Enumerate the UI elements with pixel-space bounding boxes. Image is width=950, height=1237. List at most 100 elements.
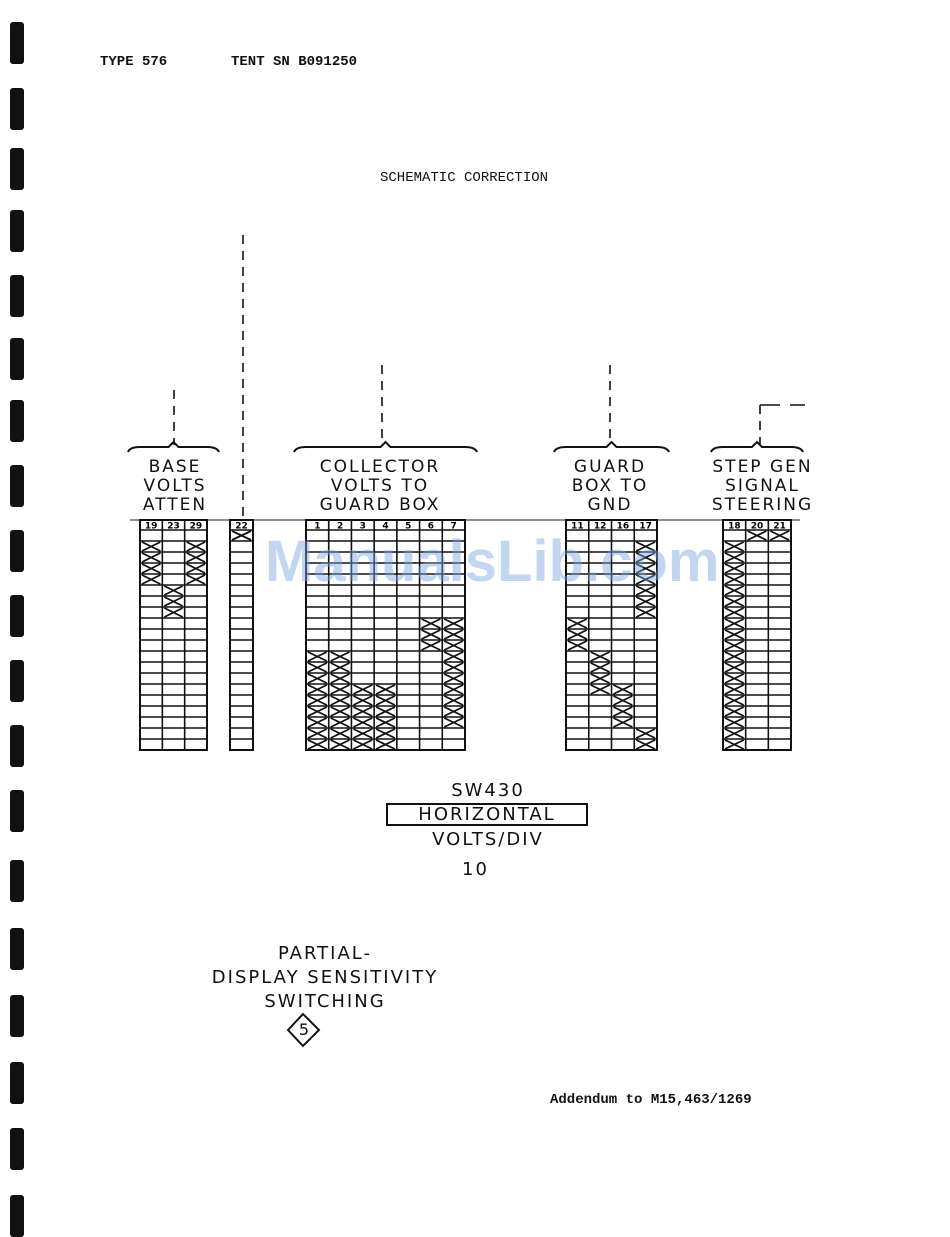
label-line: BOX TO xyxy=(571,476,649,496)
closed-contact-x xyxy=(724,651,745,662)
label-line: VOLTS TO xyxy=(330,476,430,496)
closed-contact-x xyxy=(421,629,441,640)
closed-contact-x xyxy=(421,640,441,651)
closed-contact-x xyxy=(635,728,656,739)
switch-setting: 10 xyxy=(462,859,489,880)
closed-contact-x xyxy=(724,739,745,750)
closed-contact-x xyxy=(443,717,464,728)
contact-number: 17 xyxy=(639,522,652,532)
contact-number: 19 xyxy=(145,522,158,532)
closed-contact-x xyxy=(724,706,745,717)
group-brace xyxy=(293,440,478,453)
label-line: ATTEN xyxy=(142,495,208,515)
closed-contact-x xyxy=(163,596,184,607)
closed-contact-x xyxy=(724,552,745,563)
closed-contact-x xyxy=(443,629,464,640)
closed-contact-x xyxy=(307,695,328,706)
closed-contact-x xyxy=(353,739,373,750)
label-line: STEERING xyxy=(711,495,814,515)
closed-contact-x xyxy=(635,607,656,618)
label-line: BASE xyxy=(148,457,202,477)
closed-contact-x xyxy=(724,728,745,739)
closed-contact-x xyxy=(330,684,350,695)
closed-contact-x xyxy=(307,706,328,717)
closed-contact-x xyxy=(724,684,745,695)
binder-hole xyxy=(10,338,24,380)
contact-number: 1 xyxy=(314,522,320,532)
binder-hole xyxy=(10,1128,24,1170)
closed-contact-x xyxy=(567,640,588,651)
binder-hole xyxy=(10,22,24,64)
closed-contact-x xyxy=(231,530,252,541)
instrument-type: TYPE 576 xyxy=(100,54,168,70)
binder-hole xyxy=(10,660,24,702)
closed-contact-x xyxy=(163,607,184,618)
label-line: STEP GEN xyxy=(712,457,813,477)
closed-contact-x xyxy=(724,673,745,684)
closed-contact-x xyxy=(353,695,373,706)
group-label-base-volts: BASE VOLTS ATTEN xyxy=(120,458,230,515)
closed-contact-x xyxy=(353,717,373,728)
contact-number: 21 xyxy=(773,522,786,532)
closed-contact-x xyxy=(724,695,745,706)
closed-contact-x xyxy=(747,530,767,541)
caption-line: PARTIAL- xyxy=(277,943,373,964)
closed-contact-x xyxy=(353,684,373,695)
contact-number: 20 xyxy=(751,522,764,532)
closed-contact-x xyxy=(613,684,633,695)
serial-number: TENT SN B091250 xyxy=(231,54,358,70)
closed-contact-x xyxy=(421,618,441,629)
closed-contact-x xyxy=(724,662,745,673)
closed-contact-x xyxy=(307,684,328,695)
closed-contact-x xyxy=(724,585,745,596)
caption-line: SWITCHING xyxy=(264,991,386,1012)
contact-group-frame xyxy=(139,519,208,751)
contact-number: 18 xyxy=(728,522,741,532)
closed-contact-x xyxy=(443,640,464,651)
closed-contact-x xyxy=(307,651,328,662)
binder-hole xyxy=(10,88,24,130)
closed-contact-x xyxy=(635,541,656,552)
contact-number: 3 xyxy=(360,522,366,532)
closed-contact-x xyxy=(307,673,328,684)
closed-contact-x xyxy=(186,552,206,563)
label-line: VOLTS xyxy=(143,476,207,496)
closed-contact-x xyxy=(567,618,588,629)
contact-number: 29 xyxy=(190,522,203,532)
closed-contact-x xyxy=(141,552,161,563)
closed-contact-x xyxy=(724,574,745,585)
closed-contact-x xyxy=(330,651,350,662)
closed-contact-x xyxy=(635,585,656,596)
switch-name: HORIZONTAL xyxy=(386,803,588,826)
closed-contact-x xyxy=(307,717,328,728)
closed-contact-x xyxy=(635,552,656,563)
group-label-step-gen: STEP GEN SIGNAL STEERING xyxy=(690,458,835,515)
closed-contact-x xyxy=(443,695,464,706)
contact-number: 22 xyxy=(235,522,248,532)
closed-contact-x xyxy=(590,673,610,684)
label-line: GUARD BOX xyxy=(319,495,441,515)
closed-contact-x xyxy=(769,530,790,541)
figure-caption: PARTIAL- DISPLAY SENSITIVITY SWITCHING xyxy=(140,942,510,1014)
binder-hole xyxy=(10,860,24,902)
closed-contact-x xyxy=(307,728,328,739)
binder-hole xyxy=(10,1195,24,1237)
closed-contact-x xyxy=(330,706,350,717)
group-brace xyxy=(710,440,804,453)
closed-contact-x xyxy=(330,739,350,750)
closed-contact-x xyxy=(443,618,464,629)
contact-number: 2 xyxy=(337,522,343,532)
watermark: ManualsLib.com xyxy=(265,529,720,594)
closed-contact-x xyxy=(141,541,161,552)
figure-number: 5 xyxy=(298,1020,310,1039)
closed-contact-x xyxy=(724,607,745,618)
closed-contact-x xyxy=(163,585,184,596)
contact-number: 11 xyxy=(571,522,584,532)
closed-contact-x xyxy=(724,717,745,728)
closed-contact-x xyxy=(375,684,396,695)
label-line: GND xyxy=(587,495,633,515)
binder-hole xyxy=(10,400,24,442)
binder-hole xyxy=(10,595,24,637)
closed-contact-x xyxy=(186,563,206,574)
closed-contact-x xyxy=(443,651,464,662)
